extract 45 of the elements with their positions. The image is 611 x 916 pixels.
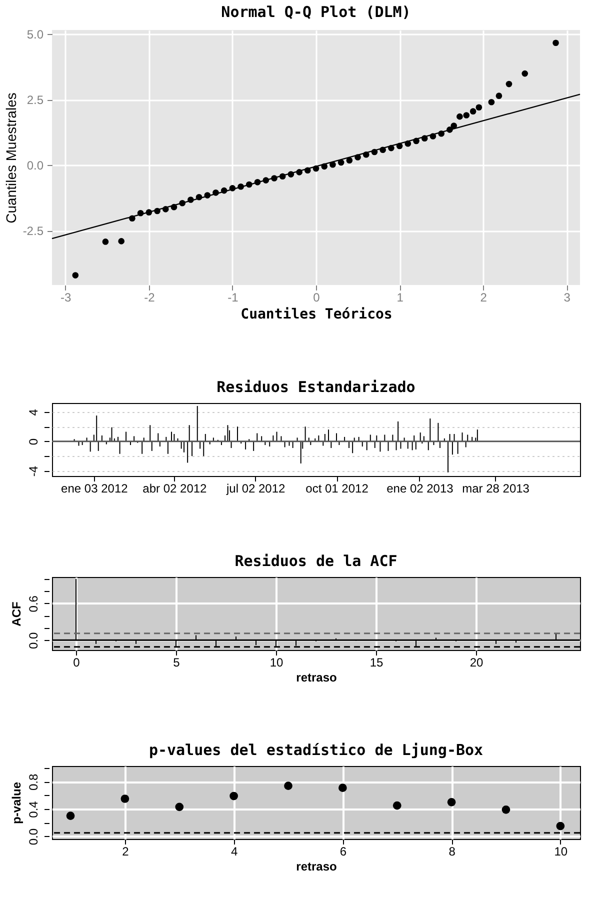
y-tick-label: 0.4	[26, 800, 40, 818]
y-axis-title: Cuantiles Muestrales	[2, 92, 19, 224]
x-tick-label: 8	[448, 844, 456, 858]
x-tick-label: 20	[470, 656, 484, 670]
x-tick-label: 1	[396, 290, 404, 304]
x-tick-label: 0	[313, 290, 320, 304]
chart-title: Residuos Estandarizado	[216, 378, 416, 396]
y-tick-label: 2.5	[26, 93, 44, 108]
chart-title: Residuos de la ACF	[234, 552, 398, 570]
y-tick-label: 5.0	[26, 27, 44, 42]
x-tick-label: 2	[122, 844, 130, 858]
x-tick-label: ene 03 2012	[61, 482, 128, 496]
y-tick-label: 0	[26, 438, 40, 446]
y-tick-label: 4	[26, 408, 40, 416]
x-tick-label: 2	[480, 290, 488, 304]
x-tick-label: 3	[564, 290, 571, 304]
x-tick-label: abr 02 2012	[142, 482, 208, 496]
x-tick-label: 15	[370, 656, 384, 670]
y-tick-label: 0.0	[26, 158, 44, 173]
y-tick-label: -2.5	[22, 224, 44, 238]
x-tick-label: -1	[228, 290, 239, 304]
x-tick-label: 5	[173, 656, 180, 670]
chart-title: p-values del estadístico de Ljung-Box	[148, 741, 484, 759]
y-tick-label: 0.6	[26, 595, 40, 612]
y-tick-label: 0.0	[26, 828, 40, 846]
x-tick-label: jul 02 2012	[225, 482, 286, 496]
x-axis-title: Cuantiles Teóricos	[240, 306, 392, 322]
x-tick-label: 4	[230, 844, 238, 858]
y-tick-label: -4	[26, 466, 40, 477]
x-tick-label: oct 01 2012	[306, 482, 369, 496]
x-tick-label: 10	[270, 656, 284, 670]
x-tick-label: -3	[60, 290, 72, 304]
y-tick-label: 0.0	[26, 632, 40, 650]
x-tick-label: 6	[340, 844, 347, 858]
x-tick-label: mar 28 2013	[462, 482, 530, 496]
x-axis-title: retraso	[296, 860, 337, 874]
x-tick-label: 10	[554, 844, 568, 858]
y-axis-title: ACF	[10, 602, 24, 626]
y-axis-title: p-value	[10, 782, 24, 824]
x-tick-label: -2	[144, 290, 156, 304]
chart-title: Normal Q-Q Plot (DLM)	[221, 2, 411, 21]
y-tick-label: 0.8	[26, 774, 40, 791]
x-tick-label: 0	[73, 656, 80, 670]
x-tick-label: ene 02 2013	[386, 482, 454, 496]
x-axis-title: retraso	[296, 670, 337, 684]
